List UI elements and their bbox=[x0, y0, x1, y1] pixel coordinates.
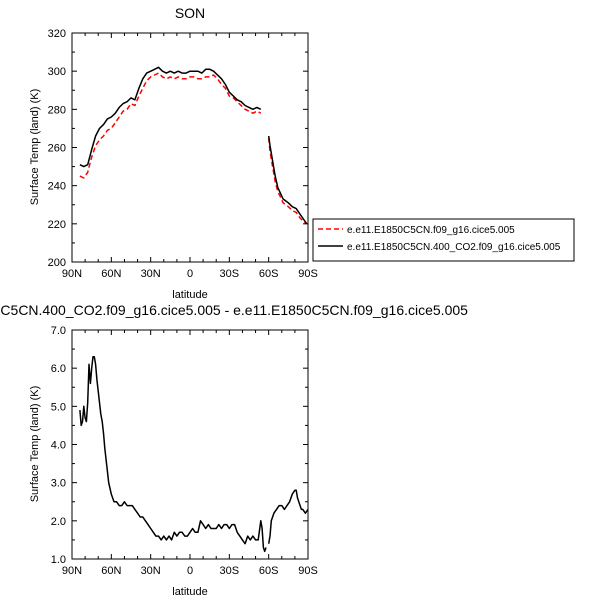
y-tick-label: 240 bbox=[48, 181, 66, 193]
y-tick-label: 2.0 bbox=[51, 516, 66, 528]
y-tick-label: 320 bbox=[48, 28, 66, 40]
series-line-0 bbox=[267, 137, 308, 225]
y-tick-label: 300 bbox=[48, 66, 66, 78]
x-tick-label: 90S bbox=[298, 565, 318, 577]
series-line-0 bbox=[79, 72, 262, 179]
x-tick-label: 60N bbox=[101, 268, 121, 280]
bottom-chart: e.e11.E1850C5CN.400_CO2.f09_g16.cice5.00… bbox=[0, 302, 468, 598]
y-tick-label: 280 bbox=[48, 104, 66, 116]
bottom-chart-xlabel: latitude bbox=[172, 586, 207, 598]
x-tick-label: 0 bbox=[187, 268, 193, 280]
y-tick-label: 260 bbox=[48, 143, 66, 155]
x-tick-label: 0 bbox=[187, 565, 193, 577]
series-line-0 bbox=[267, 489, 309, 544]
x-tick-label: 90S bbox=[298, 268, 318, 280]
top-chart-ticks: 200 220 240 260 280 300 320 90N 60N 30N 0 30S 60S 90S bbox=[48, 28, 318, 280]
series-line-0 bbox=[79, 355, 267, 553]
top-chart-xlabel: latitude bbox=[172, 289, 207, 301]
y-tick-label: 4.0 bbox=[51, 440, 66, 452]
y-tick-label: 200 bbox=[48, 257, 66, 269]
x-tick-label: 30N bbox=[141, 268, 161, 280]
y-tick-label: 7.0 bbox=[51, 325, 66, 337]
x-tick-label: 90N bbox=[62, 268, 82, 280]
top-chart-series bbox=[79, 66, 308, 225]
x-tick-label: 60S bbox=[259, 268, 279, 280]
legend-label-co2: e.e11.E1850C5CN.400_CO2.f09_g16.cice5.00… bbox=[347, 242, 561, 253]
series-line-1 bbox=[79, 66, 262, 168]
x-tick-label: 30S bbox=[220, 268, 240, 280]
legend-box bbox=[312, 218, 575, 262]
bottom-chart-frame bbox=[71, 329, 309, 560]
y-tick-label: 1.0 bbox=[51, 554, 66, 566]
top-chart-title: SON bbox=[175, 5, 205, 21]
x-tick-label: 90N bbox=[62, 565, 82, 577]
y-tick-label: 220 bbox=[48, 219, 66, 231]
series-line-1 bbox=[267, 135, 308, 225]
y-tick-label: 6.0 bbox=[51, 363, 66, 375]
legend: e.e11.E1850C5CN.f09_g16.cice5.005 e.e11.… bbox=[312, 218, 575, 262]
bottom-chart-ticks: 1.0 2.0 3.0 4.0 5.0 6.0 7.0 90N 60N 30N 0 30S 60S 90S bbox=[51, 325, 318, 577]
top-chart-ylabel: Surface Temp (land) (K) bbox=[29, 89, 41, 206]
top-chart: SON 200 220 240 260 280 300 320 90N 60N 30N 0 30S 60… bbox=[29, 5, 318, 301]
x-tick-label: 30N bbox=[141, 565, 161, 577]
x-tick-label: 30S bbox=[220, 565, 240, 577]
x-tick-label: 60S bbox=[259, 565, 279, 577]
bottom-chart-title: e.e11.E1850C5CN.400_CO2.f09_g16.cice5.00… bbox=[0, 302, 468, 318]
top-chart-frame bbox=[71, 32, 309, 263]
bottom-chart-ylabel: Surface Temp (land) (K) bbox=[29, 386, 41, 503]
y-tick-label: 5.0 bbox=[51, 401, 66, 413]
legend-label-control: e.e11.E1850C5CN.f09_g16.cice5.005 bbox=[347, 225, 515, 236]
x-tick-label: 60N bbox=[101, 565, 121, 577]
y-tick-label: 3.0 bbox=[51, 478, 66, 490]
bottom-chart-series bbox=[79, 355, 309, 553]
